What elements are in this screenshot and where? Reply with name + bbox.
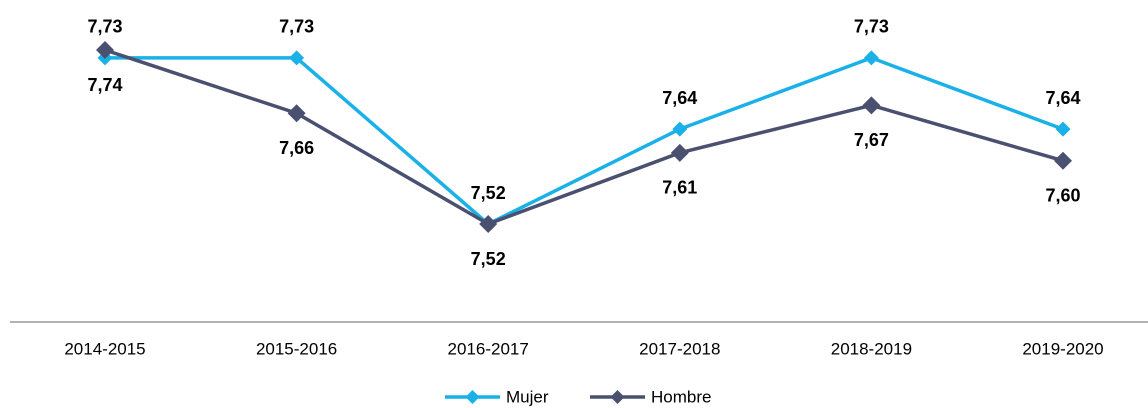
marker (672, 121, 688, 137)
marker (289, 50, 305, 66)
data-label: 7,64 (662, 88, 697, 108)
marker (96, 41, 114, 59)
data-label: 7,73 (279, 17, 314, 37)
marker (1055, 121, 1071, 137)
marker (479, 215, 498, 233)
x-tick-label: 2016-2017 (448, 339, 529, 358)
data-label: 7,64 (1045, 88, 1080, 108)
data-label: 7,67 (854, 130, 889, 150)
marker (670, 143, 689, 162)
marker (287, 104, 306, 123)
data-label: 7,66 (279, 138, 314, 158)
x-tick-label: 2018-2019 (831, 339, 912, 358)
data-label: 7,52 (471, 183, 506, 203)
data-label: 7,60 (1045, 185, 1080, 205)
marker (1054, 151, 1072, 170)
legend-marker (465, 390, 480, 404)
data-label: 7,52 (471, 249, 506, 269)
legend-label: Hombre (651, 387, 711, 406)
data-label: 7,61 (662, 178, 697, 198)
marker (863, 50, 879, 66)
data-label: 7,73 (854, 17, 889, 37)
data-label: 7,74 (87, 75, 122, 95)
marker (862, 96, 881, 115)
series-line (105, 56, 1064, 227)
data-label: 7,73 (87, 17, 122, 37)
legend-label: Mujer (506, 387, 549, 406)
x-tick-label: 2019-2020 (1022, 339, 1103, 358)
x-tick-label: 2017-2018 (639, 339, 720, 358)
series-line (104, 48, 1064, 226)
legend-marker (610, 390, 625, 404)
x-tick-label: 2015-2016 (256, 339, 337, 358)
x-tick-label: 2014-2015 (64, 339, 145, 358)
